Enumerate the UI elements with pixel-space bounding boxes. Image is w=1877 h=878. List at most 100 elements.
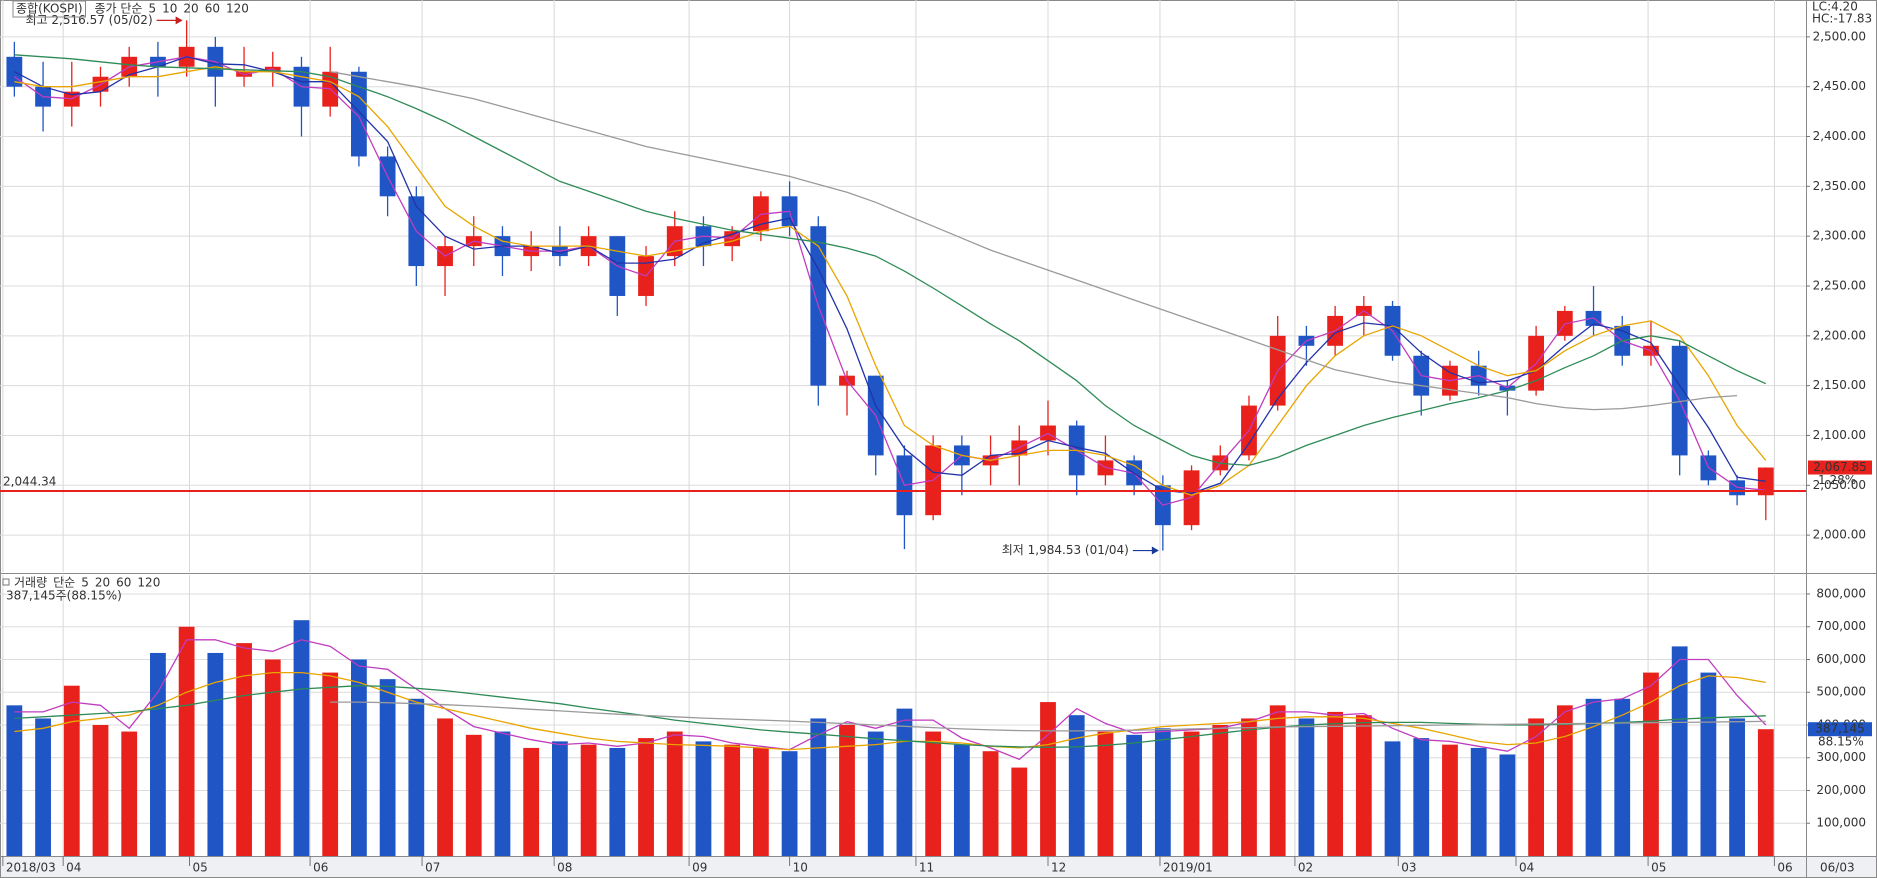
y-tick-label: 2,000.00	[1813, 528, 1866, 542]
volume-bar	[523, 747, 540, 856]
volume-bar	[638, 738, 654, 856]
volume-bar	[982, 751, 999, 856]
volume-bar	[351, 659, 367, 856]
annotation-arrowhead	[1151, 546, 1159, 555]
volume-bar	[1643, 672, 1659, 856]
volume-bar	[551, 741, 568, 856]
legend-prefix: 종가 단순	[95, 2, 143, 16]
legend-entry: 60	[116, 576, 131, 590]
legend-entry: 5	[148, 2, 156, 16]
legend-entry: 60	[205, 2, 220, 16]
x-tick-label: 05	[193, 861, 208, 875]
volume-bar	[1241, 718, 1257, 856]
y-tick-label: 600,000	[1816, 652, 1866, 666]
volume-bar	[925, 731, 942, 856]
volume-bar	[1355, 715, 1372, 856]
volume-bar	[1528, 718, 1545, 856]
x-tick-label: 2019/01	[1163, 861, 1213, 875]
volume-bar	[1269, 705, 1286, 856]
y-tick-label: 500,000	[1816, 685, 1866, 699]
y-tick-label: 300,000	[1816, 750, 1866, 764]
x-tick-label: 04	[1519, 861, 1534, 875]
volume-bar	[207, 652, 224, 856]
ma-line	[14, 56, 1766, 506]
y-tick-label: 2,200.00	[1813, 328, 1866, 342]
y-tick-label: 2,450.00	[1813, 79, 1866, 93]
volume-bar	[437, 718, 453, 856]
reference-label: 2,044.34	[3, 474, 56, 488]
volume-bar	[1413, 738, 1430, 856]
volume-bar	[379, 679, 396, 856]
volume-bar	[1729, 718, 1745, 856]
ma-line	[14, 66, 1767, 496]
annotation-arrowhead	[175, 16, 183, 25]
x-tick-label: 08	[557, 861, 572, 875]
legend-prefix: 단순	[53, 576, 75, 590]
volume-bar	[1011, 767, 1028, 856]
volume-bar	[1040, 702, 1056, 856]
volume-bar	[1757, 729, 1774, 856]
volume-bar	[178, 626, 195, 856]
volume-bar	[752, 747, 769, 856]
corner-label: HC:-17.83	[1812, 12, 1872, 26]
x-tick-label: 10	[793, 861, 808, 875]
volume-bar	[839, 724, 855, 856]
volume-bar	[1671, 646, 1688, 856]
x-tick-label: 02	[1298, 861, 1313, 875]
volume-bar	[92, 724, 109, 856]
corner-label: LC:4.20	[1812, 0, 1858, 14]
y-tick-label: 2,500.00	[1813, 29, 1866, 43]
y-tick-label: 2,400.00	[1813, 129, 1866, 143]
volume-bar	[724, 744, 741, 856]
volume-bar	[322, 672, 339, 856]
volume-bar	[121, 731, 138, 856]
volume-bar	[666, 731, 683, 856]
volume-bar	[1384, 741, 1401, 856]
y-tick-label: 2,350.00	[1813, 179, 1866, 193]
volume-bar	[1097, 731, 1114, 856]
volume-bar	[1298, 718, 1315, 856]
candle-body	[1757, 467, 1774, 496]
volume-bar	[1585, 698, 1602, 856]
volume-bar	[896, 708, 913, 856]
y-tick-label: 700,000	[1816, 619, 1866, 633]
volume-bar	[1556, 705, 1573, 856]
last-volume-label: 387,145	[1815, 722, 1865, 736]
ma-line	[330, 701, 1766, 732]
last-volume-tag	[1808, 722, 1872, 737]
volume-bar	[1327, 711, 1344, 856]
change-label: 1.28%	[1818, 473, 1856, 487]
volume-bar	[465, 734, 482, 856]
y-tick-label: 2,250.00	[1813, 279, 1866, 293]
volume-bar	[1442, 744, 1458, 856]
volume-bar	[1470, 747, 1487, 856]
volume-bar	[1614, 698, 1631, 856]
annotation-text: 최고 2,516.57 (05/02)	[26, 13, 153, 27]
volume-bar	[781, 751, 798, 856]
legend-title: 거래량	[14, 576, 47, 590]
ma-line	[14, 671, 1766, 751]
volume-bar	[867, 731, 884, 856]
y-tick-label: 100,000	[1816, 816, 1866, 830]
legend-entry: 10	[162, 2, 177, 16]
chart-title: 종합(KOSPI)	[16, 2, 83, 16]
x-tick-label: 2018/03	[6, 861, 56, 875]
ma-line	[14, 56, 1766, 494]
ratio-label: 88.15%	[1818, 735, 1864, 749]
last-price-label: 2,067.85	[1813, 460, 1866, 474]
volume-bar	[609, 747, 626, 856]
panel-marker	[2, 578, 10, 586]
x-tick-label: 06	[1777, 861, 1792, 875]
y-tick-label: 2,300.00	[1813, 229, 1866, 243]
ma-line	[14, 639, 1767, 761]
volume-bar	[494, 731, 511, 856]
x-tick-label: 05	[1651, 861, 1666, 875]
x-tick-label: 09	[692, 861, 707, 875]
x-tick-label: 04	[66, 861, 81, 875]
volume-bar	[1126, 734, 1143, 856]
volume-bar	[810, 718, 827, 856]
volume-summary: 387,145주(88.15%)	[6, 589, 122, 603]
volume-bar	[1212, 724, 1229, 856]
volume-bar	[1700, 672, 1717, 856]
